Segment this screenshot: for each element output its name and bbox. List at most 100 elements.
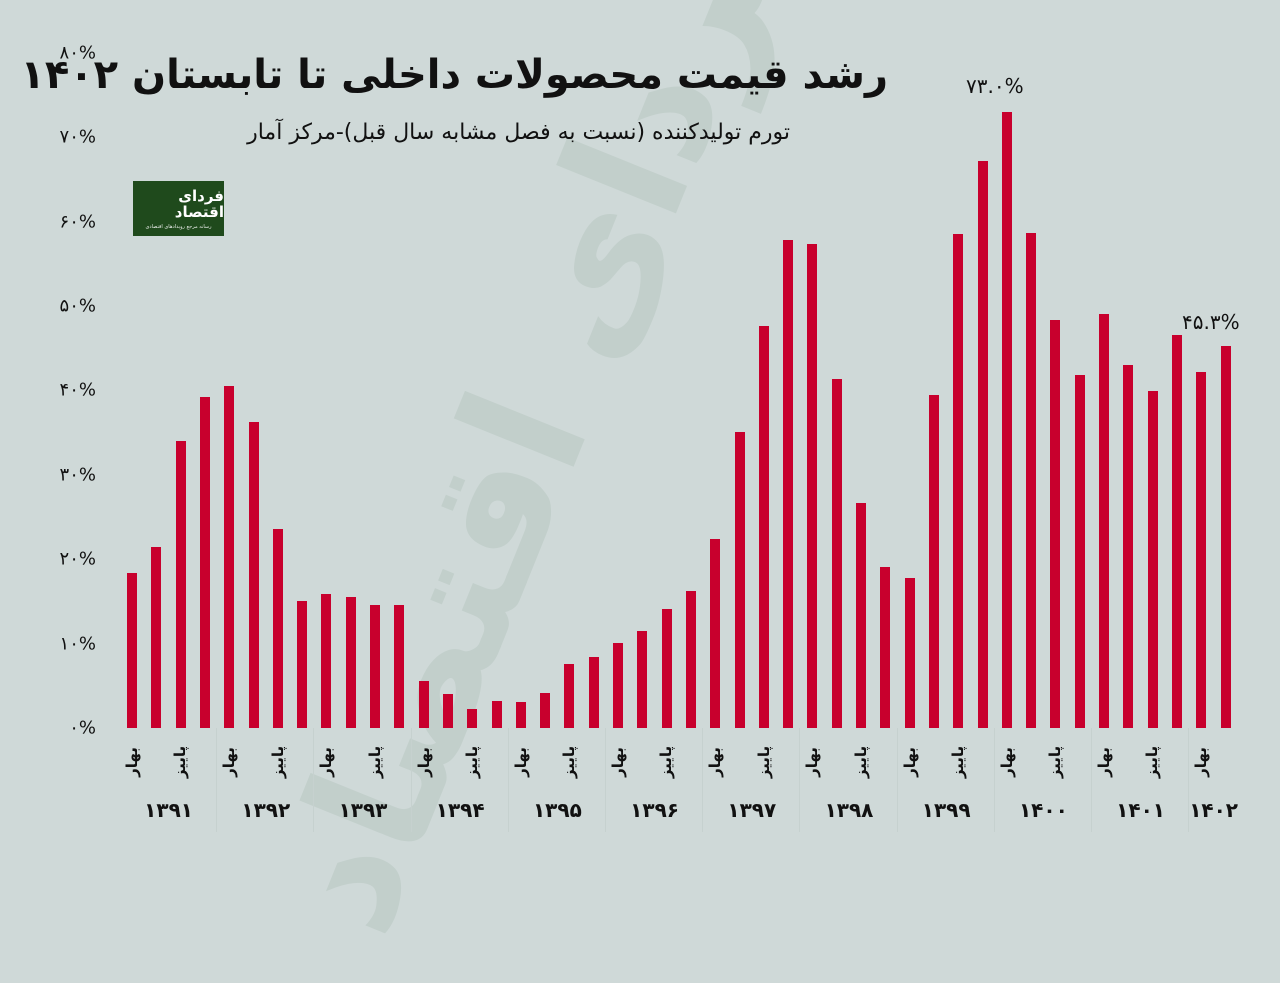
season-label-autumn: پاییز bbox=[655, 742, 679, 782]
season-label-text: بهار bbox=[706, 747, 725, 777]
bar bbox=[613, 642, 623, 728]
bar bbox=[685, 591, 696, 728]
season-label-autumn: پاییز bbox=[849, 742, 873, 782]
bar bbox=[418, 680, 429, 728]
bar bbox=[1001, 111, 1012, 728]
bar bbox=[442, 694, 453, 728]
season-label-text: بهار bbox=[1095, 747, 1113, 777]
year-label: ۱۴۰۲ bbox=[1189, 798, 1239, 822]
year-label: ۱۳۹۷ bbox=[727, 798, 777, 822]
season-label-text: پاییز bbox=[366, 745, 385, 779]
year-label: ۱۳۹۳ bbox=[338, 798, 388, 822]
peak-value-label: ۷۳.۰% bbox=[966, 74, 1024, 98]
y-tick-label: ۶۰% bbox=[59, 211, 96, 233]
publisher-logo: فردای اقتصاد رسانه مرجع رویدادهای اقتصاد… bbox=[133, 181, 224, 236]
bar bbox=[491, 700, 502, 728]
season-label-autumn: پاییز bbox=[266, 742, 290, 782]
year-label: ۱۴۰۰ bbox=[1018, 798, 1068, 822]
bar bbox=[248, 421, 259, 728]
season-label-autumn: پاییز bbox=[752, 742, 776, 782]
y-tick-label: ۸۰% bbox=[59, 42, 96, 64]
logo-name: فردای اقتصاد bbox=[174, 186, 224, 221]
bar bbox=[272, 528, 283, 728]
season-label-text: بهار bbox=[803, 747, 822, 777]
year-label: ۱۴۰۱ bbox=[1116, 798, 1165, 822]
season-label-spring: بهار bbox=[1189, 742, 1213, 782]
bar bbox=[1074, 375, 1085, 728]
season-label-text: بهار bbox=[511, 747, 530, 777]
season-label-spring: بهار bbox=[120, 742, 144, 782]
season-label-spring: بهار bbox=[412, 742, 436, 782]
bar bbox=[928, 394, 939, 728]
y-tick-label: ۴۰% bbox=[59, 379, 96, 401]
year-label: ۱۳۹۹ bbox=[921, 798, 971, 822]
bar bbox=[1220, 345, 1231, 728]
y-tick-label: ۱۰% bbox=[59, 633, 96, 655]
year-label: ۱۳۹۶ bbox=[630, 798, 679, 822]
bar bbox=[1099, 313, 1109, 728]
season-label-text: پاییز bbox=[1046, 745, 1065, 779]
bar bbox=[467, 708, 478, 728]
bar bbox=[394, 604, 405, 728]
season-label-autumn: پاییز bbox=[169, 742, 193, 782]
year-separator bbox=[993, 728, 995, 832]
bar bbox=[904, 577, 915, 728]
logo-tagline: رسانه مرجع رویدادهای اقتصادی bbox=[145, 223, 212, 230]
year-separator bbox=[216, 728, 218, 832]
bar bbox=[783, 240, 794, 728]
year-separator bbox=[313, 728, 315, 832]
year-separator bbox=[507, 728, 509, 832]
year-label: ۱۳۹۲ bbox=[241, 798, 291, 822]
season-label-text: بهار bbox=[220, 747, 239, 777]
y-tick-label: ۳۰% bbox=[59, 464, 96, 486]
bar bbox=[540, 693, 551, 728]
bar bbox=[637, 630, 648, 728]
season-label-autumn: پاییز bbox=[557, 742, 581, 782]
season-label-spring: بهار bbox=[898, 742, 922, 782]
year-label: ۱۳۹۴ bbox=[435, 798, 485, 822]
last-value-label: ۴۵.۳% bbox=[1182, 310, 1240, 334]
bar bbox=[856, 502, 866, 728]
year-separator bbox=[410, 728, 412, 832]
season-label-spring: بهار bbox=[1092, 742, 1116, 782]
season-label-text: بهار bbox=[900, 747, 919, 777]
bar bbox=[661, 608, 672, 728]
season-label-text: پاییز bbox=[1143, 745, 1162, 779]
bar bbox=[977, 160, 988, 728]
bar bbox=[151, 547, 162, 728]
bar bbox=[224, 386, 235, 728]
year-label: ۱۳۹۱ bbox=[144, 798, 193, 822]
bar bbox=[953, 234, 964, 728]
y-tick-label: ۵۰% bbox=[59, 295, 96, 317]
season-label-text: پاییز bbox=[463, 745, 482, 779]
y-tick-label: ۰% bbox=[69, 717, 96, 739]
bar bbox=[345, 597, 356, 728]
bar bbox=[588, 657, 599, 728]
bar bbox=[564, 663, 575, 728]
season-label-text: پاییز bbox=[560, 745, 579, 779]
season-label-text: بهار bbox=[414, 747, 433, 777]
y-tick-label: ۷۰% bbox=[59, 126, 96, 148]
bar bbox=[1123, 365, 1134, 728]
season-label-text: پاییز bbox=[171, 745, 190, 779]
year-label: ۱۳۹۵ bbox=[532, 798, 582, 822]
y-tick-label: ۲۰% bbox=[59, 548, 96, 570]
season-label-text: بهار bbox=[317, 747, 336, 777]
bar bbox=[127, 572, 137, 728]
season-label-spring: بهار bbox=[314, 742, 338, 782]
bar bbox=[370, 604, 380, 728]
season-label-spring: بهار bbox=[509, 742, 533, 782]
season-label-text: بهار bbox=[997, 747, 1016, 777]
season-label-text: پاییز bbox=[949, 745, 968, 779]
bar bbox=[297, 601, 308, 728]
season-label-autumn: پاییز bbox=[946, 742, 970, 782]
bar bbox=[515, 701, 526, 728]
year-separator bbox=[702, 728, 704, 832]
season-label-spring: بهار bbox=[217, 742, 241, 782]
season-label-text: پاییز bbox=[852, 745, 871, 779]
season-label-text: پاییز bbox=[754, 745, 773, 779]
year-separator bbox=[1091, 728, 1092, 832]
season-label-spring: بهار bbox=[703, 742, 727, 782]
bar bbox=[1050, 320, 1061, 728]
season-label-text: بهار bbox=[123, 747, 141, 777]
